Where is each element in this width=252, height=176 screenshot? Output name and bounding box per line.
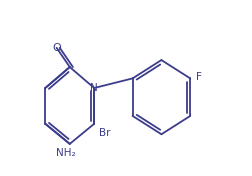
Text: Br: Br: [99, 128, 110, 138]
Text: N: N: [90, 83, 98, 93]
Text: NH₂: NH₂: [56, 149, 76, 158]
Text: F: F: [196, 72, 201, 82]
Text: O: O: [52, 43, 61, 53]
